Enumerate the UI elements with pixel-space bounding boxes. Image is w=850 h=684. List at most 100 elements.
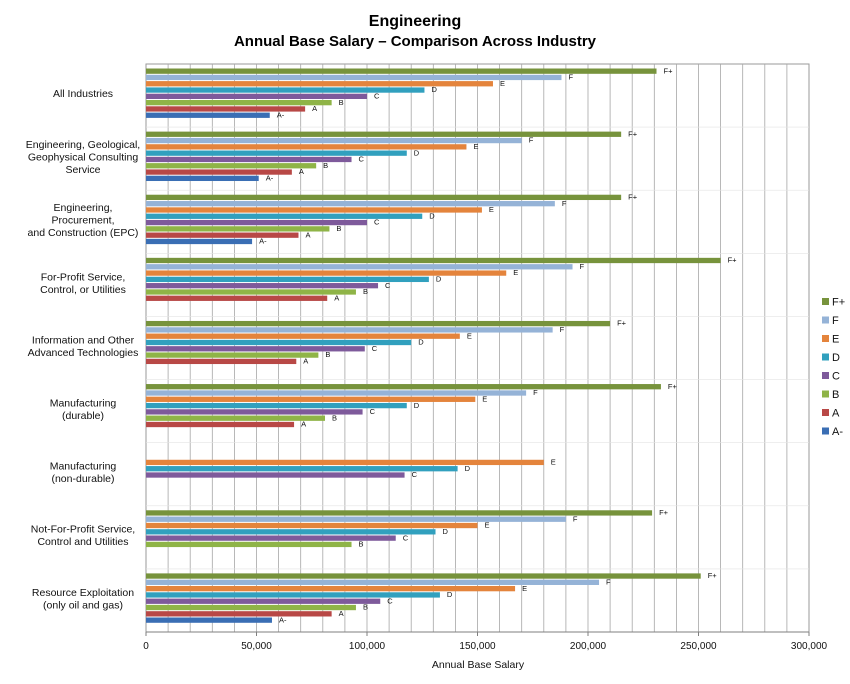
- bar-label: E: [482, 394, 487, 403]
- bar-C: [146, 93, 367, 99]
- bar-label: F+: [628, 129, 638, 138]
- bar-F: [146, 74, 562, 81]
- x-tick-label: 300,000: [791, 641, 828, 652]
- bar-F: [146, 516, 566, 522]
- chart-subtitle: Annual Base Salary – Comparison Across I…: [234, 33, 597, 50]
- bar-F+: [146, 320, 611, 327]
- bar-label: C: [387, 596, 393, 605]
- bar-E: [146, 459, 544, 466]
- bar-label: A: [303, 357, 308, 366]
- bar-A: [146, 232, 299, 238]
- bar-C: [146, 156, 352, 163]
- bar-F: [146, 264, 573, 270]
- bar-label: C: [385, 281, 391, 290]
- bar-B: [146, 415, 326, 421]
- legend-swatch-B: [822, 390, 829, 398]
- bar-label: E: [551, 458, 556, 467]
- category-label: Resource Exploitation (only oil and gas): [32, 587, 134, 612]
- bar-C: [146, 409, 363, 415]
- plot-area: F+ F E D C B A A- All Industries F+ F E D C B A A- Engine…: [26, 63, 828, 652]
- bar-E: [146, 396, 476, 402]
- bar-F+: [146, 510, 653, 516]
- bar-D: [146, 529, 436, 535]
- bar-label: D: [418, 338, 424, 347]
- bar-F+: [146, 68, 657, 74]
- category-label: Engineering, Procurement, and Construction…: [28, 202, 139, 239]
- bar-label: C: [372, 344, 378, 353]
- bar-label: E: [522, 584, 527, 593]
- category-label: Manufacturing (durable): [50, 398, 117, 423]
- bar-A: [146, 169, 292, 175]
- bar-F+: [146, 194, 622, 201]
- bar-label: E: [500, 79, 505, 88]
- bar-label: A-: [266, 174, 274, 183]
- bar-D: [146, 276, 429, 283]
- bar-F: [146, 201, 555, 207]
- legend-swatch-C: [822, 372, 829, 379]
- bar-label: B: [323, 161, 328, 170]
- bar-label: D: [429, 211, 435, 220]
- bar-label: A-: [259, 237, 267, 246]
- bar-B: [146, 163, 317, 169]
- bar-label: E: [485, 521, 490, 530]
- legend-label: F: [832, 315, 839, 327]
- bar-F: [146, 390, 527, 396]
- bar-B: [146, 289, 356, 295]
- bar-D: [146, 339, 412, 346]
- x-tick-label: 0: [143, 641, 149, 652]
- bar-A-: [146, 617, 272, 623]
- bar-B: [146, 226, 330, 232]
- bar-E: [146, 81, 493, 87]
- bar-F+: [146, 257, 721, 264]
- bar-A: [146, 295, 328, 301]
- bar-label: B: [363, 603, 368, 612]
- bar-label: F: [606, 577, 611, 586]
- legend-label: A-: [832, 426, 843, 438]
- bar-label: C: [374, 92, 380, 101]
- bar-D: [146, 466, 458, 472]
- legend-swatch-A-: [822, 427, 829, 435]
- bar-label: B: [359, 540, 364, 549]
- bar-A: [146, 611, 332, 617]
- bar-label: E: [467, 331, 472, 340]
- bar-label: F+: [617, 319, 627, 328]
- bar-F+: [146, 384, 661, 390]
- bar-label: B: [339, 98, 344, 107]
- bar-C: [146, 598, 381, 604]
- bar-label: C: [374, 218, 380, 227]
- category-label: Manufacturing (non-durable): [50, 461, 117, 486]
- legend-label: E: [832, 334, 839, 346]
- bar-label: A: [334, 293, 339, 302]
- bar-label: C: [412, 470, 418, 479]
- x-tick-label: 250,000: [680, 641, 717, 652]
- bar-E: [146, 585, 516, 592]
- chart-title: Engineering: [369, 13, 461, 30]
- category-label: Information and Other Advanced Technologi…: [28, 334, 139, 359]
- bar-C: [146, 346, 365, 352]
- bar-label: A: [299, 167, 304, 176]
- x-axis-title: Annual Base Salary: [432, 659, 525, 671]
- bar-label: F+: [668, 382, 678, 391]
- legend-swatch-A: [822, 409, 829, 416]
- bar-label: A: [312, 104, 317, 113]
- bar-label: D: [465, 464, 471, 473]
- bar-F+: [146, 131, 622, 137]
- bar-label: A: [339, 609, 344, 618]
- bar-E: [146, 522, 478, 529]
- bar-B: [146, 541, 352, 548]
- bar-F: [146, 579, 600, 585]
- bar-A-: [146, 175, 259, 182]
- bar-D: [146, 592, 440, 598]
- bar-label: A: [305, 230, 310, 239]
- bar-label: D: [443, 527, 449, 536]
- bar-E: [146, 144, 467, 150]
- category-label: All Industries: [53, 88, 113, 100]
- bar-label: F+: [664, 66, 674, 75]
- bar-A: [146, 106, 306, 112]
- legend-label: B: [832, 389, 839, 401]
- bar-A-: [146, 238, 253, 245]
- bar-label: C: [403, 533, 409, 542]
- bar-label: F: [580, 262, 585, 271]
- bar-E: [146, 270, 507, 276]
